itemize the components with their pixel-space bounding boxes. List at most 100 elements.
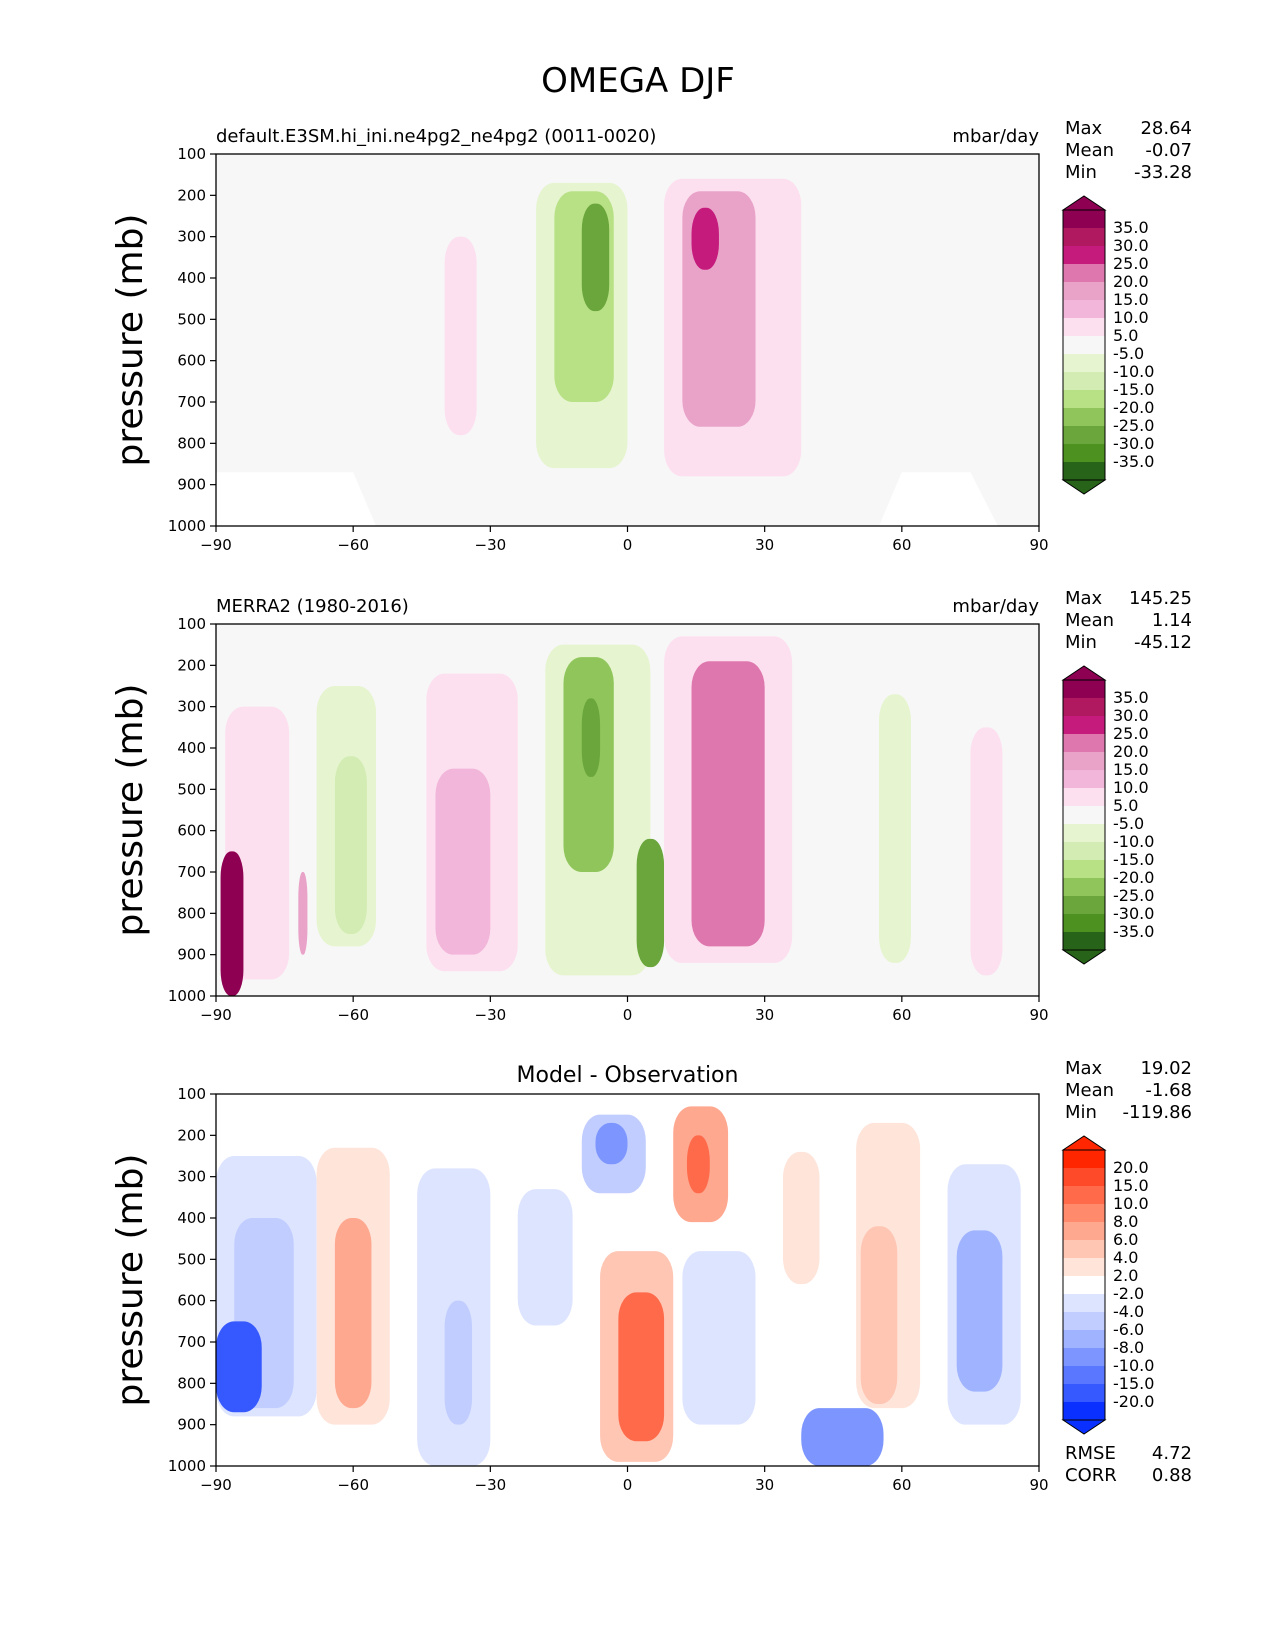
colorbar-tick-label: -30.0	[1113, 904, 1154, 923]
colorbar: 35.030.025.020.015.010.05.0-5.0-10.0-15.…	[1061, 665, 1154, 965]
x-tick-label: 30	[755, 1476, 774, 1494]
colorbar-tick-label: 5.0	[1113, 796, 1138, 815]
colorbar-tick-label: 8.0	[1113, 1212, 1138, 1231]
colorbar-tick-label: -4.0	[1113, 1302, 1144, 1321]
colorbar-tick-label: -6.0	[1113, 1320, 1144, 1339]
contour-region	[801, 1408, 884, 1466]
colorbar-segment	[1063, 1150, 1105, 1168]
colorbar-tick-label: -20.0	[1113, 868, 1154, 887]
colorbar-extend-bottom	[1061, 479, 1107, 495]
colorbar-tick-label: -35.0	[1113, 452, 1154, 471]
colorbar-extend-bottom	[1061, 949, 1107, 965]
colorbar-segment	[1063, 842, 1105, 860]
y-tick-label: 1000	[168, 987, 206, 1005]
colorbar-segment	[1063, 426, 1105, 444]
colorbar-tick-label: 6.0	[1113, 1230, 1138, 1249]
contour-fields	[216, 1106, 1021, 1466]
colorbar-tick-label: -15.0	[1113, 380, 1154, 399]
stat-value: -119.86	[1123, 1102, 1192, 1123]
contour-region	[878, 694, 911, 963]
colorbar-tick-label: 25.0	[1113, 254, 1149, 273]
colorbar-segment	[1063, 1276, 1105, 1294]
colorbar: 20.015.010.08.06.04.02.0-2.0-4.0-6.0-8.0…	[1061, 1135, 1154, 1435]
colorbar-tick-label: -10.0	[1113, 362, 1154, 381]
topography-mask	[878, 472, 998, 526]
y-tick-label: 700	[177, 863, 206, 881]
y-tick-label: 500	[177, 1250, 206, 1268]
stat-value: 0.88	[1152, 1465, 1192, 1486]
stat-value: 19.02	[1140, 1058, 1192, 1079]
x-tick-label: −30	[475, 1476, 507, 1494]
colorbar-segment	[1063, 1240, 1105, 1258]
contour-region	[595, 1122, 628, 1165]
stat-label: Mean	[1065, 1080, 1114, 1101]
colorbar-tick-label: -5.0	[1113, 814, 1144, 833]
colorbar-segment	[1063, 300, 1105, 318]
panel-title: Model - Observation	[517, 1063, 739, 1088]
y-tick-label: 400	[177, 739, 206, 757]
colorbar-segment	[1063, 390, 1105, 408]
contour-region	[691, 207, 719, 270]
colorbar-segment	[1063, 752, 1105, 770]
contour-region	[782, 1151, 820, 1285]
colorbar-segment	[1063, 1294, 1105, 1312]
contour-region	[686, 1135, 710, 1194]
stat-value: -0.07	[1145, 140, 1192, 161]
x-tick-label: 90	[1029, 1006, 1048, 1024]
colorbar-tick-label: 10.0	[1113, 1194, 1149, 1213]
colorbar-tick-label: -15.0	[1113, 1374, 1154, 1393]
y-tick-label: 900	[177, 1416, 206, 1434]
colorbar-segment	[1063, 444, 1105, 462]
colorbar-segment	[1063, 1348, 1105, 1366]
stat-label: Min	[1065, 162, 1097, 183]
stat-label: CORR	[1065, 1465, 1117, 1486]
stat-label: Min	[1065, 632, 1097, 653]
colorbar-frame	[1062, 209, 1106, 481]
y-tick-label: 500	[177, 310, 206, 328]
colorbar-tick-label: 15.0	[1113, 290, 1149, 309]
colorbar-segment	[1063, 228, 1105, 246]
contour-region	[581, 698, 601, 777]
stat-value: -1.68	[1145, 1080, 1192, 1101]
colorbar-segment	[1063, 680, 1105, 698]
colorbar-segment	[1063, 1258, 1105, 1276]
colorbar-segment	[1063, 372, 1105, 390]
panel-title: MERRA2 (1980-2016)	[216, 596, 409, 617]
colorbar-segment	[1063, 462, 1105, 480]
colorbar-frame	[1062, 1149, 1106, 1421]
x-tick-label: 60	[892, 536, 911, 554]
y-tick-label: 300	[177, 1168, 206, 1186]
colorbar-segment	[1063, 282, 1105, 300]
contour-region	[956, 1230, 1003, 1392]
y-tick-label: 600	[177, 822, 206, 840]
y-tick-label: 800	[177, 904, 206, 922]
y-tick-label: 100	[177, 145, 206, 163]
colorbar-segment	[1063, 1366, 1105, 1384]
stat-value: 1.14	[1152, 610, 1192, 631]
x-tick-label: 30	[755, 1006, 774, 1024]
stat-label: Mean	[1065, 610, 1114, 631]
contour-region	[517, 1189, 573, 1326]
y-tick-label: 300	[177, 698, 206, 716]
colorbar-segment	[1063, 716, 1105, 734]
contour-region	[618, 1292, 665, 1442]
colorbar-segment	[1063, 896, 1105, 914]
x-tick-label: −60	[337, 1006, 369, 1024]
y-tick-label: 300	[177, 228, 206, 246]
colorbar-extend-top	[1061, 665, 1107, 681]
colorbar-tick-label: 30.0	[1113, 706, 1149, 725]
colorbar-tick-label: 25.0	[1113, 724, 1149, 743]
y-tick-label: 900	[177, 946, 206, 964]
colorbar-segment	[1063, 914, 1105, 932]
y-tick-label: 800	[177, 434, 206, 452]
colorbar-tick-label: -5.0	[1113, 344, 1144, 363]
colorbar-tick-label: 35.0	[1113, 688, 1149, 707]
contour-region	[220, 851, 244, 996]
colorbar-tick-label: -25.0	[1113, 416, 1154, 435]
contour-region	[636, 838, 665, 968]
colorbar-segment	[1063, 1330, 1105, 1348]
stat-label: Min	[1065, 1102, 1097, 1123]
